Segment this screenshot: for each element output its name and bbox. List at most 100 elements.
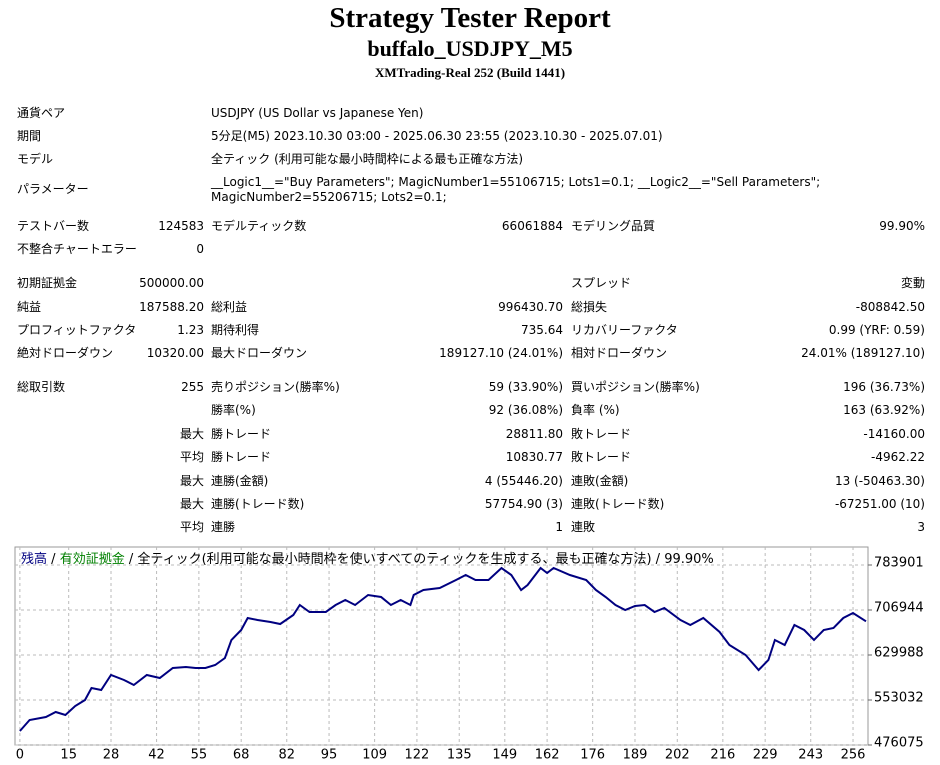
x-tick-label: 202 — [665, 748, 690, 763]
stat-label: モデルティック数 — [211, 219, 307, 233]
row-label: 通貨ペア — [17, 106, 66, 120]
x-tick-label: 28 — [103, 748, 120, 763]
x-tick-label: 55 — [191, 748, 208, 763]
stat-label: 負率 (%) — [571, 403, 620, 417]
stat-value: 1.23 — [177, 323, 204, 337]
stat-label: モデリング品質 — [571, 219, 656, 233]
stat-label: 敗トレード — [571, 450, 632, 464]
stat-value: 3 — [917, 520, 925, 534]
stat-value: 1 — [555, 520, 563, 534]
stat-value: 735.64 — [521, 323, 563, 337]
y-tick-label: 629988 — [874, 646, 924, 661]
stat-label: 勝率(%) — [211, 403, 256, 417]
stat-value: -14160.00 — [863, 427, 925, 441]
stat-label: 初期証拠金 — [17, 276, 78, 290]
stat-value: 13 (-50463.30) — [834, 474, 925, 488]
stat-value: 10830.77 — [505, 450, 563, 464]
stat-label: 総利益 — [211, 300, 248, 314]
stat-label: スプレッド — [571, 276, 632, 290]
legend-entry: 有効証拠金 — [60, 551, 125, 567]
stat-value: -67251.00 (10) — [834, 497, 925, 511]
chart-legend: 残高 / 有効証拠金 / 全ティック(利用可能な最小時間枠を使いすべてのティック… — [21, 551, 714, 567]
stat-value: 66061884 — [501, 219, 563, 233]
stat-label: 純益 — [17, 300, 42, 314]
x-tick-label: 162 — [535, 748, 560, 763]
y-tick-label: 476075 — [874, 736, 924, 751]
row-value: 5分足(M5) 2023.10.30 03:00 - 2025.06.30 23… — [211, 129, 663, 143]
stat-value: 平均 — [179, 450, 204, 464]
legend-entry: 残高 — [21, 551, 47, 567]
plot-frame — [14, 546, 869, 746]
stat-value: -4962.22 — [871, 450, 925, 464]
x-tick-label: 135 — [447, 748, 472, 763]
stat-label: リカバリーファクタ — [571, 323, 678, 337]
row-label: パラメーター — [17, 182, 89, 196]
x-tick-label: 216 — [710, 748, 735, 763]
stat-label: 連勝 — [211, 520, 236, 534]
x-tick-label: 42 — [148, 748, 165, 763]
y-tick-label: 553032 — [874, 691, 924, 706]
stat-value: 10320.00 — [146, 346, 204, 360]
chart-caption: 全ティック(利用可能な最小時間枠を使いすべてのティックを生成する、最も正確な方法… — [137, 551, 651, 567]
stat-value: 変動 — [900, 276, 925, 290]
row-label: 期間 — [17, 129, 42, 143]
stat-label: 最大ドローダウン — [211, 346, 308, 360]
stat-value: 24.01% (189127.10) — [801, 346, 925, 360]
stat-label: プロフィットファクタ — [17, 323, 137, 337]
stat-value: 最大 — [179, 474, 204, 488]
stat-label: 絶対ドローダウン — [17, 346, 114, 360]
legend-separator: / — [51, 552, 56, 567]
stat-label: 勝トレード — [211, 450, 272, 464]
row-value: 全ティック (利用可能な最小時間枠による最も正確な方法) — [211, 152, 524, 166]
legend-separator: / — [129, 552, 134, 567]
stat-value: 59 (33.90%) — [488, 380, 563, 394]
stat-value: 500000.00 — [139, 276, 204, 290]
x-tick-label: 68 — [233, 748, 250, 763]
stat-value: 0.99 (YRF: 0.59) — [828, 323, 925, 337]
stat-value: 4 (55446.20) — [484, 474, 563, 488]
stat-label: 総損失 — [571, 300, 608, 314]
stat-value: -808842.50 — [855, 300, 925, 314]
stat-label: 連敗 — [571, 520, 596, 534]
report-title: Strategy Tester Report — [329, 2, 611, 34]
stat-label: 連勝(金額) — [211, 474, 269, 488]
x-tick-label: 109 — [362, 748, 387, 763]
stat-label: 連敗(金額) — [571, 474, 629, 488]
stat-value: 196 (36.73%) — [843, 380, 925, 394]
stat-label: 敗トレード — [571, 427, 632, 441]
stat-value: 57754.90 (3) — [484, 497, 563, 511]
x-tick-label: 0 — [16, 748, 24, 763]
row-value: __Logic1__="Buy Parameters"; MagicNumber… — [211, 175, 821, 204]
stat-value: 255 — [181, 380, 204, 394]
x-tick-label: 15 — [60, 748, 77, 763]
x-tick-label: 243 — [798, 748, 823, 763]
x-tick-label: 95 — [321, 748, 338, 763]
stat-value: 28811.80 — [505, 427, 563, 441]
stat-value: 92 (36.08%) — [488, 403, 563, 417]
stat-value: 最大 — [179, 427, 204, 441]
stat-value: 0 — [196, 242, 204, 256]
stat-label: 期待利得 — [211, 323, 260, 337]
stat-label: 連勝(トレード数) — [211, 497, 305, 511]
stat-value: 最大 — [179, 497, 204, 511]
row-value: USDJPY (US Dollar vs Japanese Yen) — [211, 106, 424, 120]
legend-separator: / — [656, 552, 661, 567]
stat-label: 売りポジション(勝率%) — [211, 380, 340, 394]
modeling-quality: 99.90% — [664, 552, 714, 567]
y-tick-label: 783901 — [874, 556, 924, 571]
x-tick-label: 149 — [492, 748, 517, 763]
stat-value: 187588.20 — [139, 300, 204, 314]
stat-label: 総取引数 — [17, 380, 66, 394]
stat-label: テストバー数 — [17, 219, 90, 233]
row-label: モデル — [17, 152, 54, 166]
y-tick-label: 706944 — [874, 601, 924, 616]
x-tick-label: 229 — [753, 748, 778, 763]
stat-label: 買いポジション(勝率%) — [571, 380, 700, 394]
stat-value: 189127.10 (24.01%) — [439, 346, 563, 360]
stat-value: 99.90% — [879, 219, 925, 233]
report-subtitle: buffalo_USDJPY_M5 — [367, 36, 573, 61]
x-tick-label: 122 — [405, 748, 430, 763]
stat-value: 163 (63.92%) — [843, 403, 925, 417]
